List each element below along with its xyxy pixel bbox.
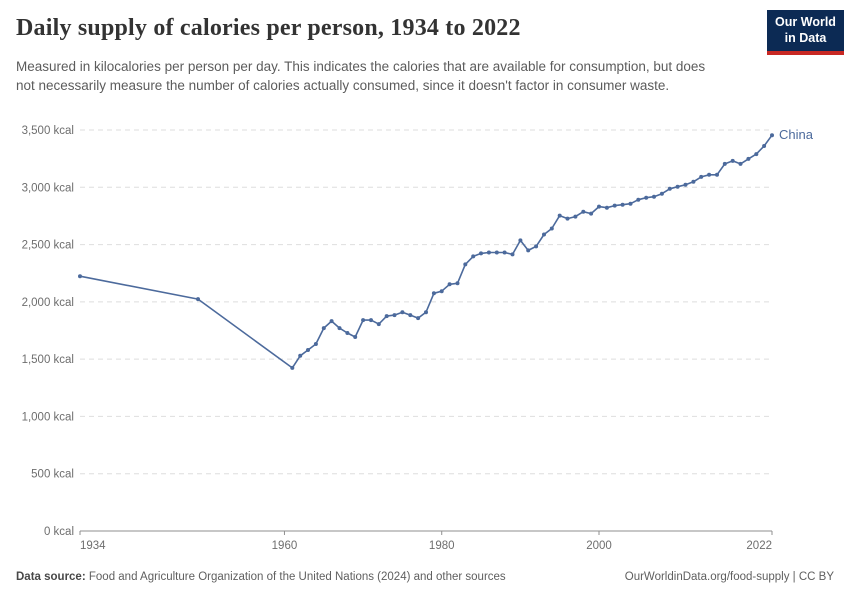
data-point-marker[interactable] bbox=[659, 191, 664, 196]
data-point-marker[interactable] bbox=[408, 313, 413, 318]
data-point-marker[interactable] bbox=[738, 161, 743, 166]
series-label-china[interactable]: China bbox=[779, 127, 814, 142]
data-point-marker[interactable] bbox=[604, 205, 609, 210]
data-point-marker[interactable] bbox=[431, 291, 436, 296]
data-point-marker[interactable] bbox=[384, 314, 389, 319]
data-point-marker[interactable] bbox=[699, 174, 704, 179]
data-point-marker[interactable] bbox=[770, 133, 774, 138]
data-point-marker[interactable] bbox=[542, 232, 546, 237]
data-point-marker[interactable] bbox=[416, 316, 421, 321]
data-point-marker[interactable] bbox=[746, 156, 751, 161]
data-point-marker[interactable] bbox=[691, 179, 696, 184]
x-tick-label: 1934 bbox=[80, 540, 106, 552]
data-point-marker[interactable] bbox=[392, 313, 397, 318]
data-point-marker[interactable] bbox=[486, 250, 491, 255]
data-point-marker[interactable] bbox=[353, 335, 358, 339]
y-tick-label: 1,500 kcal bbox=[22, 354, 74, 366]
owid-logo[interactable]: Our World in Data bbox=[767, 10, 844, 55]
data-point-marker[interactable] bbox=[754, 152, 759, 157]
data-point-marker[interactable] bbox=[573, 214, 578, 219]
data-point-marker[interactable] bbox=[683, 182, 688, 187]
data-point-marker[interactable] bbox=[715, 172, 719, 177]
data-point-marker[interactable] bbox=[581, 209, 586, 214]
data-point-marker[interactable] bbox=[313, 342, 318, 346]
y-tick-label: 3,500 kcal bbox=[22, 125, 74, 137]
data-point-marker[interactable] bbox=[424, 310, 428, 315]
data-point-marker[interactable] bbox=[376, 322, 381, 327]
y-tick-label: 2,000 kcal bbox=[22, 297, 74, 309]
y-tick-label: 0 kcal bbox=[44, 526, 74, 538]
series-line-china[interactable] bbox=[79, 134, 773, 369]
data-point-marker[interactable] bbox=[652, 194, 656, 199]
data-point-marker[interactable] bbox=[644, 195, 649, 200]
data-source-label: Data source: bbox=[16, 571, 86, 583]
data-point-marker[interactable] bbox=[479, 251, 483, 256]
data-point-marker[interactable] bbox=[565, 216, 570, 221]
data-point-marker[interactable] bbox=[494, 250, 499, 255]
data-point-marker[interactable] bbox=[722, 161, 727, 166]
y-tick-label: 1,000 kcal bbox=[22, 411, 74, 423]
y-tick-label: 3,000 kcal bbox=[22, 182, 74, 194]
data-point-marker[interactable] bbox=[675, 184, 680, 189]
data-point-marker[interactable] bbox=[502, 250, 507, 255]
data-point-marker[interactable] bbox=[597, 204, 601, 209]
data-point-marker[interactable] bbox=[557, 213, 562, 218]
data-point-marker[interactable] bbox=[534, 244, 539, 249]
footer-citation-link[interactable]: OurWorldinData.org/food-supply | CC BY bbox=[624, 571, 834, 583]
x-tick-label: 1960 bbox=[272, 540, 298, 552]
data-point-marker[interactable] bbox=[400, 310, 405, 315]
data-point-marker[interactable] bbox=[667, 186, 672, 191]
x-tick-label: 2022 bbox=[746, 540, 772, 552]
x-tick-label: 1980 bbox=[429, 540, 455, 552]
data-point-marker[interactable] bbox=[762, 144, 767, 148]
chart-footer: Data source: Food and Agriculture Organi… bbox=[16, 569, 834, 585]
data-point-marker[interactable] bbox=[369, 318, 373, 323]
data-point-marker[interactable] bbox=[455, 281, 460, 286]
x-tick-label: 2000 bbox=[586, 540, 612, 552]
chart-title: Daily supply of calories per person, 193… bbox=[16, 15, 521, 41]
data-point-marker[interactable] bbox=[707, 172, 712, 177]
data-point-marker[interactable] bbox=[612, 203, 617, 208]
data-point-marker[interactable] bbox=[510, 252, 515, 257]
logo-text-line2: in Data bbox=[784, 30, 827, 45]
logo-text-line1: Our World bbox=[775, 15, 836, 30]
data-point-marker[interactable] bbox=[439, 289, 444, 294]
data-source-note: Data source: Food and Agriculture Organi… bbox=[16, 569, 506, 585]
data-point-marker[interactable] bbox=[628, 201, 633, 206]
data-point-marker[interactable] bbox=[518, 238, 523, 243]
data-point-marker[interactable] bbox=[337, 326, 342, 331]
data-point-marker[interactable] bbox=[463, 262, 468, 267]
chart-subtitle: Measured in kilocalories per person per … bbox=[16, 59, 706, 93]
data-point-marker[interactable] bbox=[526, 248, 531, 253]
data-point-marker[interactable] bbox=[471, 254, 476, 259]
data-point-marker[interactable] bbox=[447, 282, 452, 287]
data-point-marker[interactable] bbox=[321, 326, 326, 331]
data-point-marker[interactable] bbox=[620, 202, 625, 207]
data-point-marker[interactable] bbox=[298, 353, 303, 358]
data-point-marker[interactable] bbox=[730, 158, 735, 163]
data-source-text: Food and Agriculture Organization of the… bbox=[88, 571, 506, 583]
data-point-marker[interactable] bbox=[345, 331, 350, 335]
data-point-marker[interactable] bbox=[306, 348, 310, 352]
data-point-marker[interactable] bbox=[589, 211, 594, 216]
y-tick-label: 500 kcal bbox=[31, 469, 74, 481]
data-point-marker[interactable] bbox=[290, 365, 295, 370]
data-point-marker[interactable] bbox=[361, 318, 366, 323]
data-point-marker[interactable] bbox=[329, 319, 334, 324]
y-tick-label: 2,500 kcal bbox=[22, 240, 74, 252]
data-point-marker[interactable] bbox=[636, 197, 641, 202]
data-point-marker[interactable] bbox=[549, 226, 554, 231]
data-point-marker[interactable] bbox=[78, 274, 82, 279]
data-point-marker[interactable] bbox=[196, 297, 200, 302]
